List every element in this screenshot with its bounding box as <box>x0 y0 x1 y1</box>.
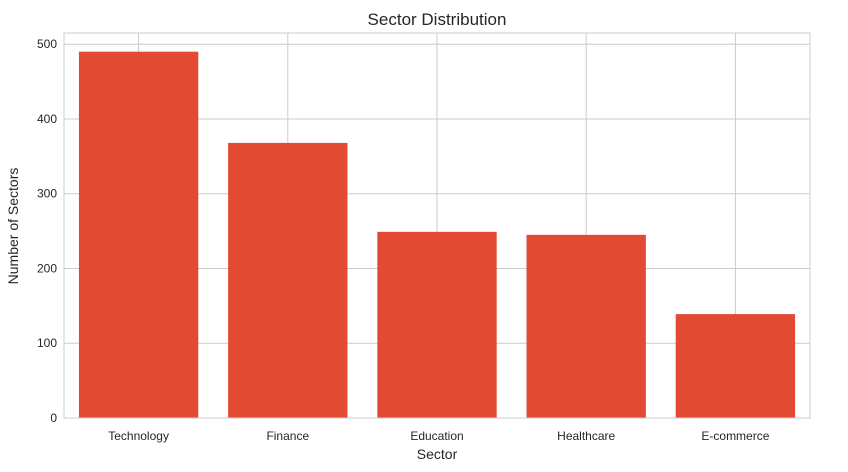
x-tick-label: E-commerce <box>701 429 769 443</box>
bar-finance <box>228 142 348 419</box>
y-tick-label: 400 <box>37 112 57 126</box>
bars <box>78 51 796 419</box>
chart-title: Sector Distribution <box>368 10 507 29</box>
y-tick-label: 100 <box>37 336 57 350</box>
bar-education <box>377 231 497 418</box>
y-tick-label: 500 <box>37 37 57 51</box>
bar-e-commerce <box>675 314 796 418</box>
y-tick-label: 0 <box>50 411 57 425</box>
y-tick-label: 200 <box>37 261 57 275</box>
x-axis-label: Sector <box>417 446 458 462</box>
bar-technology <box>78 51 199 418</box>
y-axis-label: Number of Sectors <box>5 168 21 285</box>
bar-healthcare <box>526 234 646 418</box>
plot-frame <box>63 32 811 419</box>
x-tick-label: Finance <box>266 429 309 443</box>
x-tick-label: Education <box>410 429 463 443</box>
y-tick-label: 300 <box>37 187 57 201</box>
x-tick-label: Technology <box>108 429 169 443</box>
x-tick-label: Healthcare <box>557 429 615 443</box>
x-axis-ticks: Technology Finance Education Healthcare E-co… <box>108 429 769 443</box>
y-axis-ticks: 0 100 200 300 400 500 <box>37 37 57 425</box>
